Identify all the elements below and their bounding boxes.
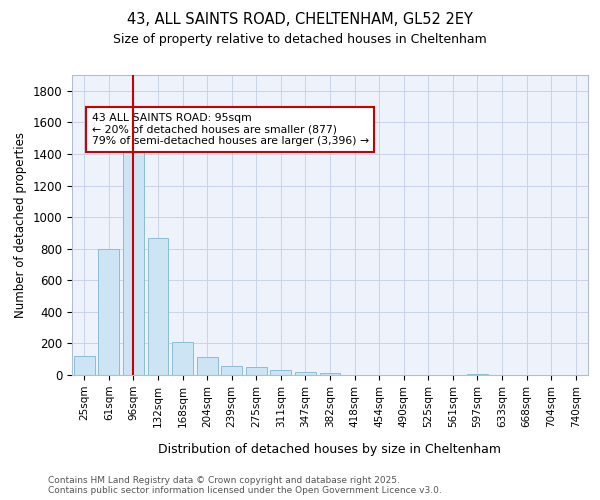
Bar	[74, 356, 95, 375]
Bar	[172, 342, 193, 375]
Text: Contains HM Land Registry data © Crown copyright and database right 2025.
Contai: Contains HM Land Registry data © Crown c…	[48, 476, 442, 495]
Y-axis label: Number of detached properties: Number of detached properties	[14, 132, 27, 318]
Bar	[123, 132, 144, 375]
Bar	[467, 374, 488, 375]
Bar	[148, 238, 169, 375]
Bar	[320, 373, 340, 375]
Bar	[197, 357, 218, 375]
Bar	[221, 366, 242, 375]
Bar	[98, 248, 119, 375]
Bar	[271, 370, 292, 375]
Text: 43, ALL SAINTS ROAD, CHELTENHAM, GL52 2EY: 43, ALL SAINTS ROAD, CHELTENHAM, GL52 2E…	[127, 12, 473, 28]
Text: 43 ALL SAINTS ROAD: 95sqm
← 20% of detached houses are smaller (877)
79% of semi: 43 ALL SAINTS ROAD: 95sqm ← 20% of detac…	[92, 113, 369, 146]
Text: Distribution of detached houses by size in Cheltenham: Distribution of detached houses by size …	[158, 442, 502, 456]
Bar	[295, 372, 316, 375]
Text: Size of property relative to detached houses in Cheltenham: Size of property relative to detached ho…	[113, 32, 487, 46]
Bar	[246, 367, 267, 375]
